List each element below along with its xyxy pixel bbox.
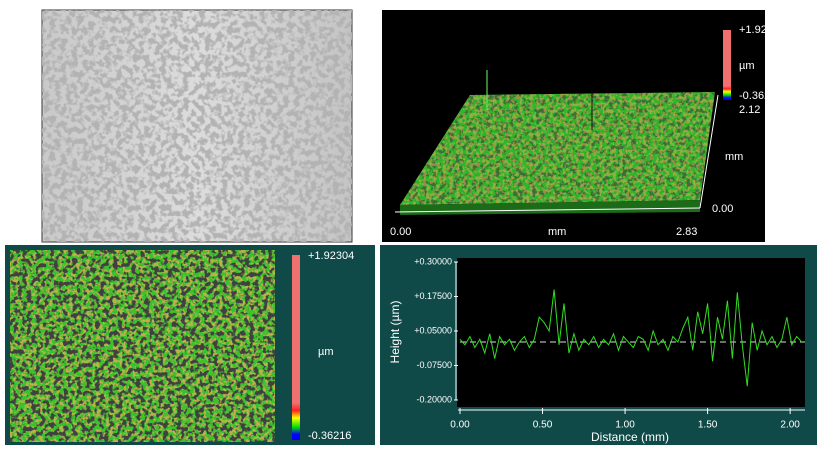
profile-chart: Distance (mm) Height (µm)	[380, 245, 817, 445]
y-axis-label: Height (µm)	[388, 301, 402, 364]
x-tick-label: 2.00	[780, 420, 800, 431]
y-max: 2.12	[739, 104, 760, 116]
micrograph	[42, 10, 352, 242]
y-tick-label: +0.17500	[414, 291, 452, 301]
colorbar-min: -0.36216	[739, 90, 782, 102]
x-tick-label: 0.00	[450, 420, 470, 431]
x-axis-label: Distance (mm)	[591, 430, 669, 444]
y-tick-label: +0.30000	[414, 256, 452, 266]
y-tick-label: -0.20000	[416, 394, 452, 404]
x-max: 2.83	[676, 226, 697, 238]
colorbar-min: -0.36216	[308, 430, 351, 442]
y-tick-label: +0.05000	[414, 325, 452, 335]
y-unit: mm	[725, 151, 743, 163]
height-map: +1.92304 µm -0.36216	[5, 245, 375, 445]
x-unit: mm	[548, 226, 566, 238]
y-min: 0.00	[712, 203, 733, 215]
y-tick-label: -0.07500	[416, 360, 452, 370]
colorbar-max: +1.92304	[308, 250, 354, 262]
colorbar-unit: µm	[739, 60, 755, 72]
x-tick-label: 1.00	[615, 420, 635, 431]
x-tick-label: 1.50	[698, 420, 718, 431]
figure: +1.92304 µm -0.36216 2.12 mm 0.00 0.00 m…	[0, 0, 817, 445]
x-min: 0.00	[390, 226, 411, 238]
surface-3d: +1.92304 µm -0.36216 2.12 mm 0.00 0.00 m…	[382, 10, 785, 242]
colorbar-max: +1.92304	[739, 24, 785, 36]
x-tick-label: 0.50	[533, 420, 553, 431]
colorbar-unit: µm	[318, 346, 334, 358]
